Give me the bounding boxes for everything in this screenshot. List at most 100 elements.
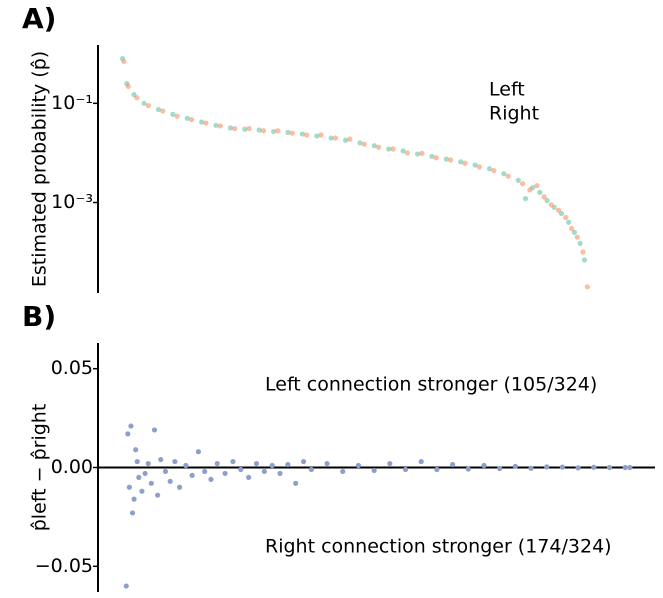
y-tick-label: 10⁻¹	[51, 92, 93, 114]
y-tick-label: 10⁻³	[51, 191, 93, 213]
point	[434, 466, 440, 473]
point	[318, 132, 324, 138]
point	[246, 125, 252, 132]
y-axis-label: Estimated probability (p̂)	[29, 51, 51, 287]
point	[167, 478, 173, 484]
annotation: Left connection stronger (105/324)	[265, 374, 597, 396]
point	[145, 460, 151, 467]
point	[217, 123, 223, 129]
point	[203, 120, 209, 126]
point	[332, 135, 339, 141]
point	[155, 106, 162, 113]
point	[371, 143, 377, 149]
point	[142, 470, 148, 477]
point	[261, 468, 267, 475]
point	[376, 144, 382, 150]
point	[371, 467, 377, 474]
point	[188, 116, 195, 123]
point	[246, 474, 252, 480]
point	[183, 462, 189, 469]
point	[232, 125, 238, 132]
point	[238, 466, 244, 473]
point	[357, 140, 363, 146]
point	[527, 187, 533, 193]
point	[386, 146, 392, 152]
point	[491, 168, 497, 174]
point	[486, 166, 493, 172]
point	[515, 177, 521, 183]
point	[158, 456, 164, 463]
point	[155, 492, 161, 498]
panel-label: A)	[22, 2, 56, 35]
point	[537, 189, 543, 196]
point	[342, 137, 349, 143]
point	[481, 462, 487, 469]
point	[581, 257, 588, 263]
point	[123, 583, 129, 589]
point	[328, 135, 334, 141]
y-tick-label: 0.00	[51, 456, 93, 478]
point	[563, 214, 569, 221]
point	[465, 466, 471, 472]
point	[202, 468, 208, 475]
point	[544, 197, 550, 204]
point	[285, 129, 291, 135]
point	[176, 484, 183, 490]
point	[575, 465, 581, 471]
point	[571, 229, 578, 235]
point	[512, 463, 518, 469]
point	[622, 464, 628, 471]
point	[324, 460, 330, 467]
point	[429, 153, 435, 160]
point	[277, 470, 283, 477]
point	[145, 103, 151, 109]
point	[131, 496, 137, 502]
point	[151, 427, 158, 433]
point	[129, 510, 136, 516]
point	[476, 164, 483, 170]
point	[299, 131, 305, 137]
point	[462, 160, 468, 166]
point	[472, 162, 478, 168]
point	[566, 219, 572, 225]
point	[308, 466, 314, 473]
point	[160, 108, 166, 114]
point	[314, 133, 320, 139]
point	[361, 141, 367, 147]
point	[289, 130, 295, 136]
point	[269, 462, 275, 469]
point	[285, 461, 291, 468]
point	[544, 464, 550, 470]
point	[126, 484, 132, 490]
point	[584, 284, 590, 290]
point	[134, 95, 140, 101]
point	[242, 126, 248, 132]
point	[214, 460, 220, 467]
point	[270, 128, 277, 135]
point	[419, 150, 425, 156]
point	[128, 423, 134, 429]
point	[275, 128, 281, 134]
point	[458, 159, 464, 165]
y-tick-label: −0.05	[35, 555, 93, 577]
point	[390, 146, 396, 152]
point	[133, 447, 139, 453]
point	[528, 465, 534, 471]
point	[355, 462, 362, 469]
point	[213, 122, 219, 128]
point	[304, 132, 310, 138]
point	[141, 100, 147, 106]
point	[199, 119, 205, 125]
point	[577, 240, 583, 246]
point	[256, 127, 262, 133]
point	[125, 431, 131, 437]
point	[222, 470, 228, 477]
point	[121, 58, 127, 65]
point	[387, 460, 393, 467]
annotation: Right connection stronger (174/324)	[265, 536, 612, 558]
point	[555, 207, 562, 213]
point	[505, 173, 511, 179]
point	[568, 225, 575, 232]
point	[170, 111, 176, 117]
